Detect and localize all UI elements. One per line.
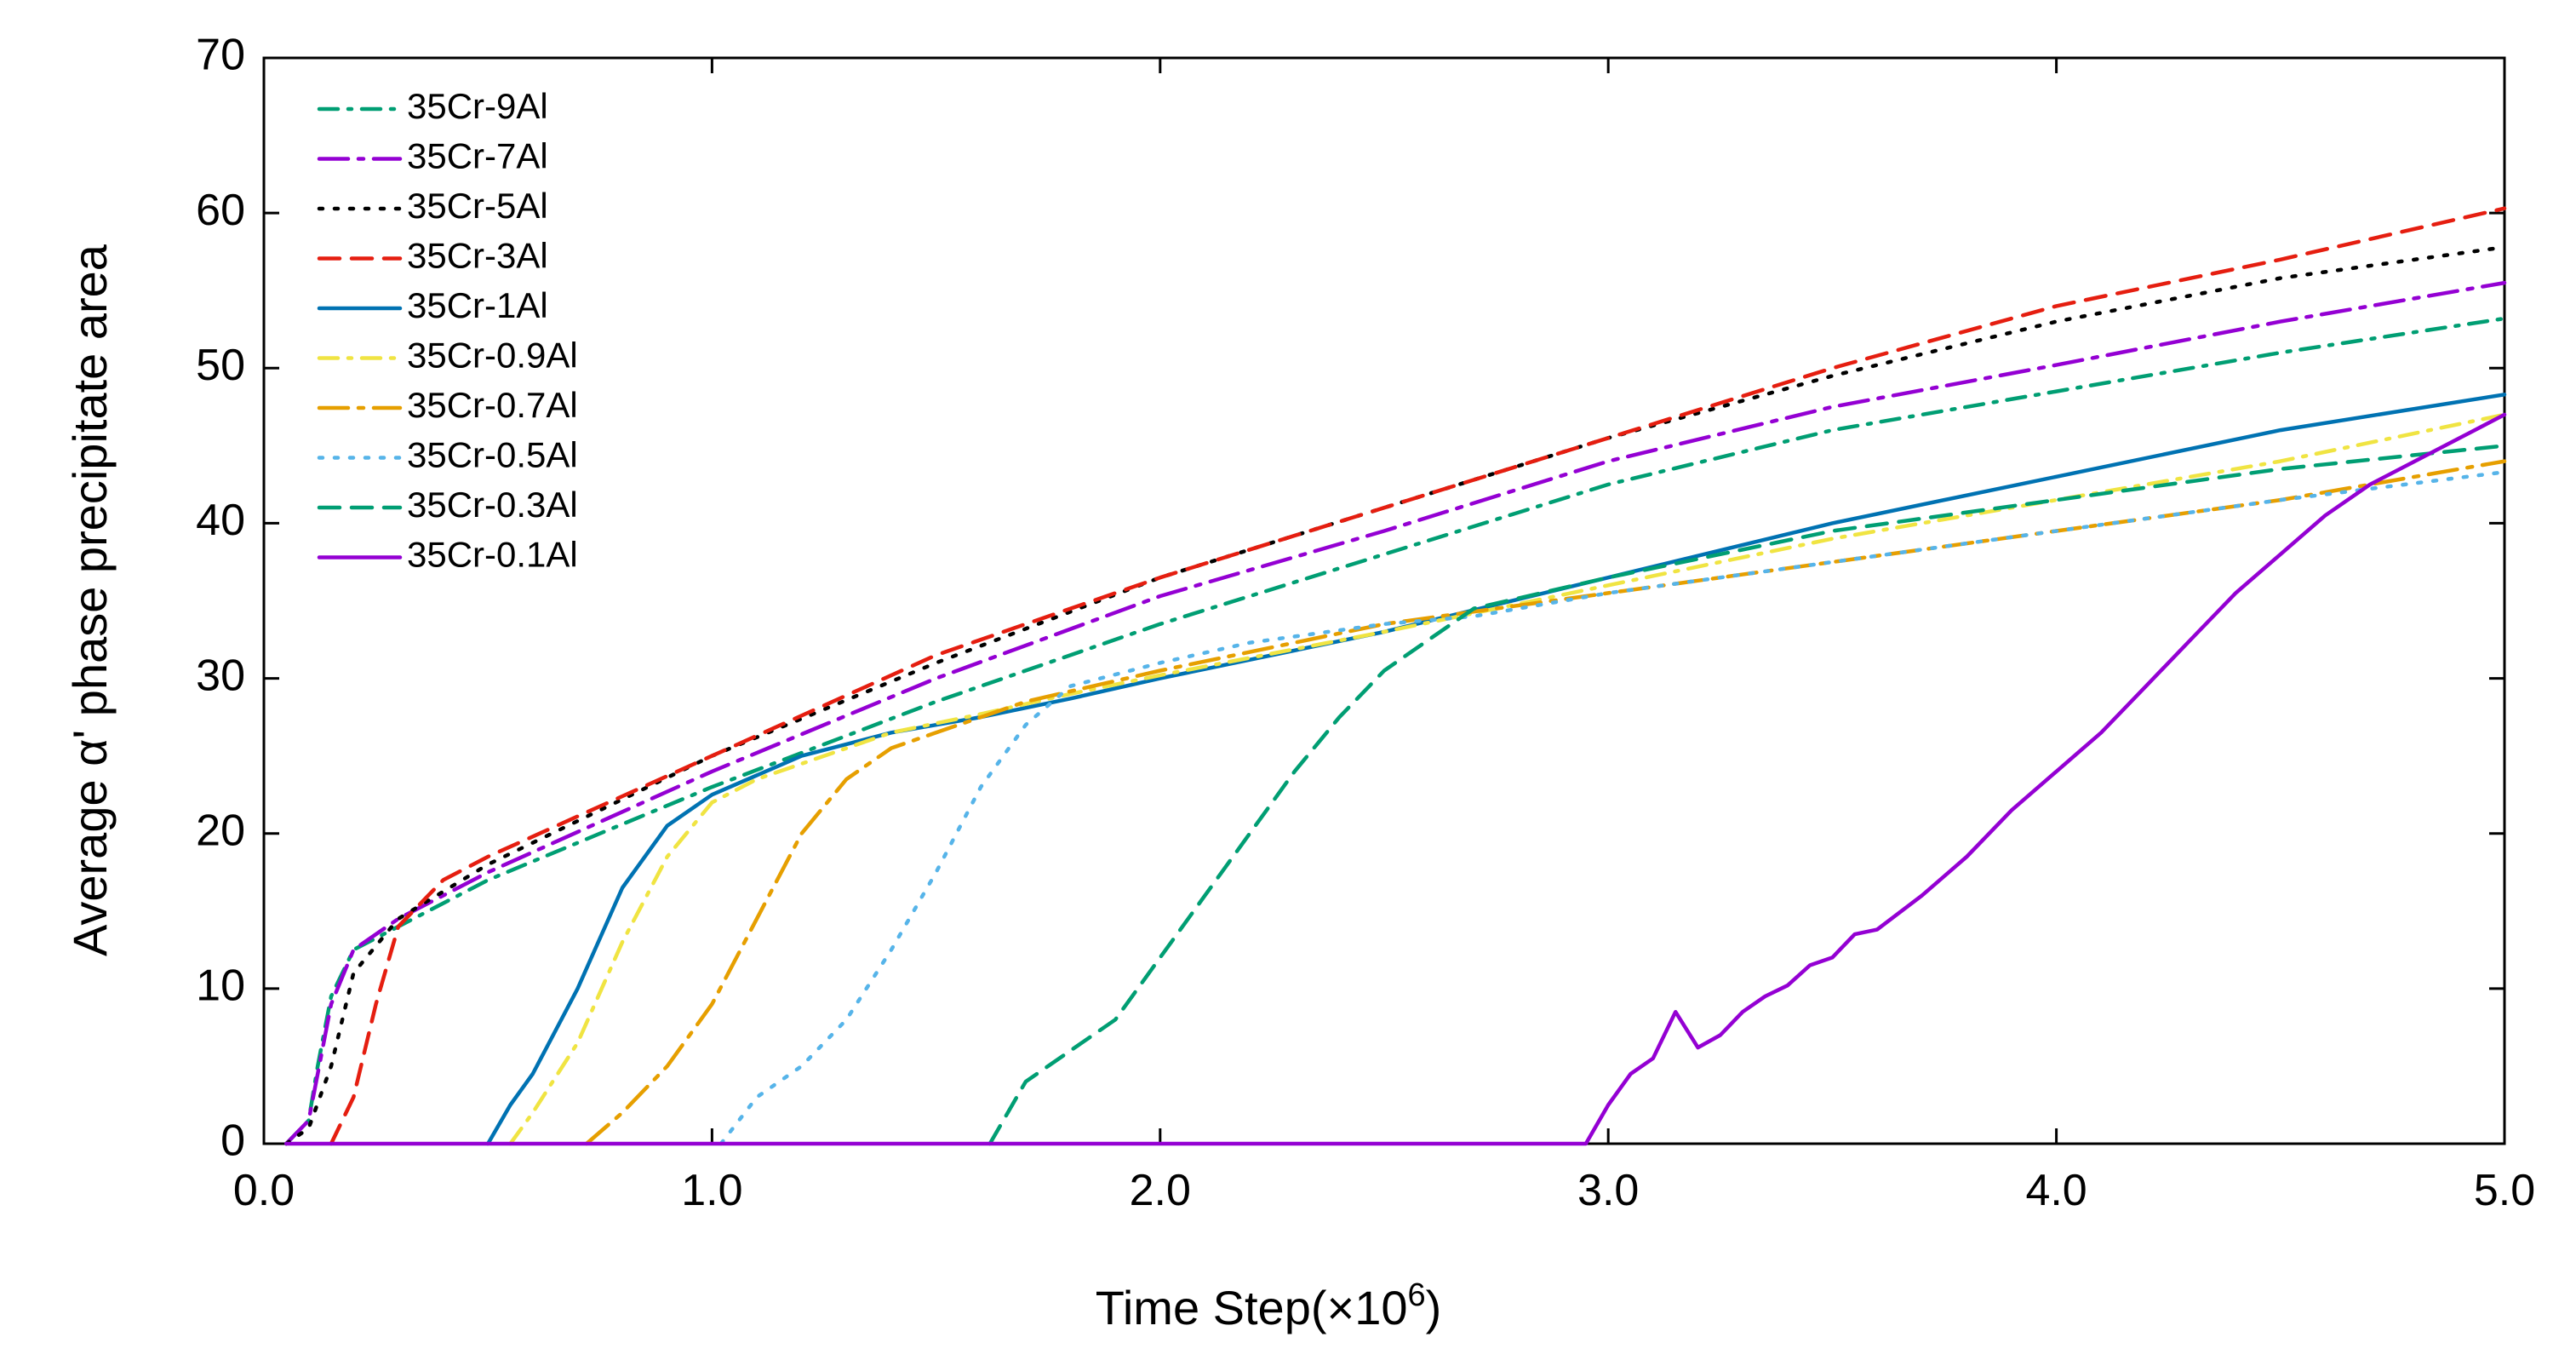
y-tick-label: 20 [196,806,245,855]
x-tick-label: 5.0 [2474,1166,2535,1215]
series-line-35cr-0-5al [718,470,2507,1146]
legend-label: 35Cr-9Al [407,86,548,126]
y-tick-label: 0 [220,1116,245,1166]
y-tick-label: 50 [196,341,245,390]
legend-label: 35Cr-0.3Al [407,485,578,525]
y-tick-label: 10 [196,961,245,1011]
series-line-35cr-0-7al [584,459,2507,1146]
legend-label: 35Cr-0.1Al [407,535,578,575]
series-line-35cr-5al [284,244,2507,1146]
legend-label: 35Cr-0.5Al [407,435,578,475]
legend-label: 35Cr-7Al [407,136,548,176]
x-tick-label: 1.0 [681,1166,742,1215]
series-line-35cr-1al [485,393,2507,1146]
legend-label: 35Cr-3Al [407,236,548,276]
y-tick-label: 60 [196,186,245,235]
axis-ticks: 0.0 1.0 2.0 3.0 4.0 5.0 0 10 20 30 40 50 60 70 [196,31,2535,1215]
data-series [284,206,2507,1146]
series-line-35cr-0-3al [987,444,2507,1146]
series-line-35cr-7al [284,280,2507,1146]
y-tick-label: 40 [196,496,245,545]
x-tick-label: 4.0 [2025,1166,2087,1215]
y-tick-label: 70 [196,31,245,80]
x-axis-title: Time Step(×106) [1096,1277,1442,1334]
x-axis-title-main: Time Step(×10 [1096,1281,1408,1334]
series-line-35cr-9al [284,316,2507,1146]
x-axis-title-close: ) [1426,1281,1442,1334]
x-tick-label: 0.0 [233,1166,295,1215]
legend-label: 35Cr-0.9Al [407,336,578,376]
legend-label: 35Cr-5Al [407,186,548,226]
x-tick-label: 3.0 [1577,1166,1639,1215]
x-tick-label: 2.0 [1130,1166,1191,1215]
series-line-35cr-0-1al [284,412,2507,1146]
y-tick-label: 30 [196,651,245,700]
series-line-35cr-0-9al [508,412,2507,1146]
y-axis-title: Average α' phase precipitate area [63,244,117,956]
legend-label: 35Cr-1Al [407,285,548,325]
legend-label: 35Cr-0.7Al [407,385,578,425]
x-axis-title-exponent: 6 [1407,1277,1425,1313]
legend: 35Cr-9Al 35Cr-7Al 35Cr-5Al 35Cr-3Al 35Cr-1Al… [317,86,578,575]
series-line-35cr-3al [329,206,2507,1146]
